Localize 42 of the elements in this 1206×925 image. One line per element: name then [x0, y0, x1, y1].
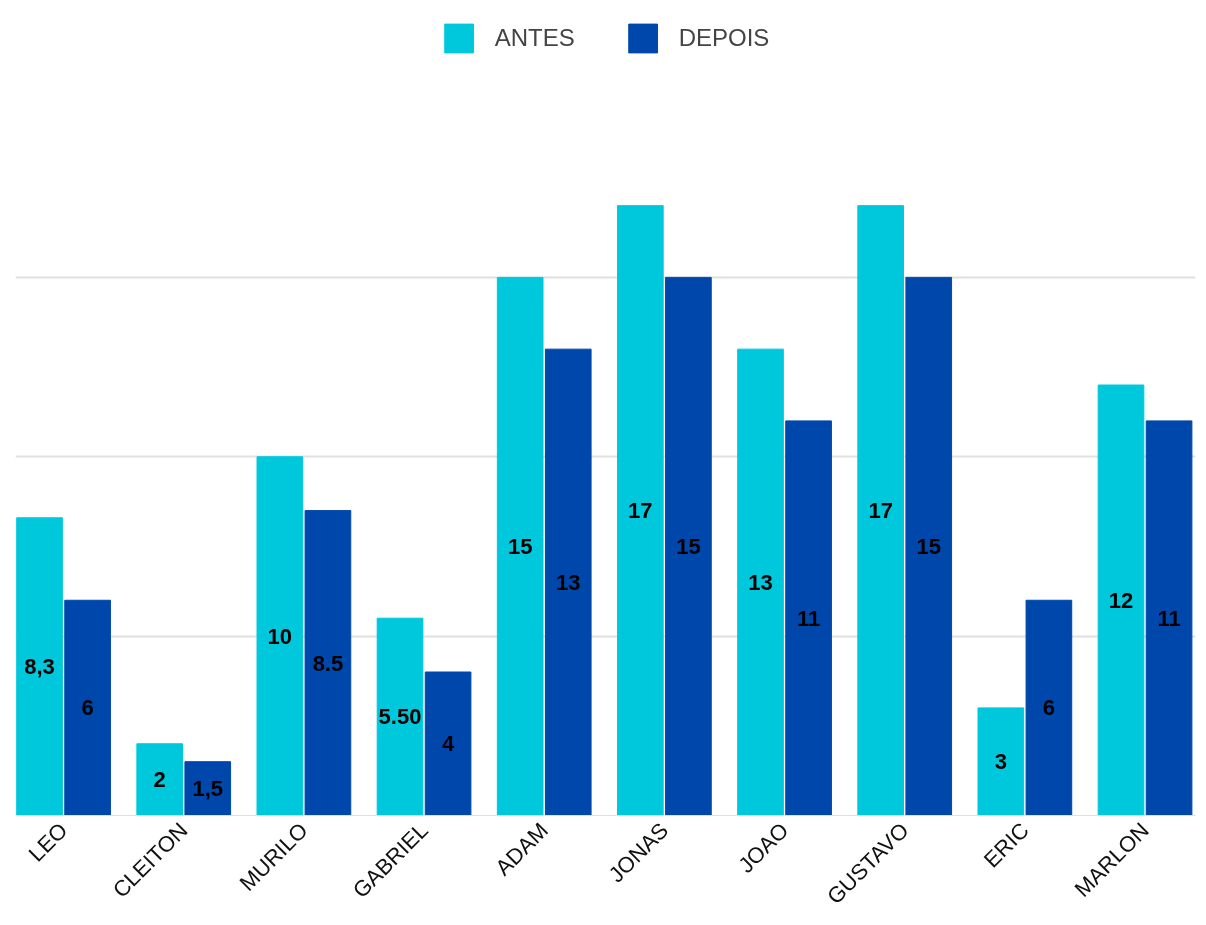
bar — [665, 276, 712, 816]
data-label: 6 — [1042, 695, 1056, 721]
bar — [1025, 599, 1073, 816]
data-label: 12 — [1108, 587, 1134, 613]
bar — [64, 599, 111, 816]
legend-label: DEPOIS — [678, 24, 770, 52]
bar — [256, 456, 304, 816]
data-label: 15 — [507, 533, 533, 559]
bar — [496, 276, 544, 816]
bar — [136, 743, 184, 816]
bar — [304, 510, 352, 816]
data-label: 6 — [81, 695, 94, 721]
data-label: 8.5 — [312, 650, 344, 676]
data-label: 8,3 — [24, 654, 55, 680]
data-label: 13 — [556, 569, 581, 595]
data-label: 15 — [676, 533, 701, 559]
bar — [16, 517, 63, 816]
bar — [184, 761, 232, 816]
bar — [785, 420, 832, 816]
bar — [737, 348, 784, 816]
bar — [424, 671, 472, 816]
data-label: 10 — [267, 623, 293, 649]
bar — [376, 617, 424, 816]
bar — [1097, 384, 1145, 816]
data-label: 17 — [868, 498, 893, 524]
bar — [544, 348, 592, 816]
data-label: 1,5 — [192, 776, 224, 802]
bar — [977, 707, 1025, 816]
bar — [857, 205, 904, 816]
bar — [1145, 420, 1193, 816]
legend-label: ANTES — [494, 24, 575, 52]
data-label: 4 — [441, 731, 455, 757]
data-label: 11 — [1157, 605, 1181, 631]
data-label: 15 — [916, 533, 941, 559]
data-label: 2 — [153, 767, 166, 793]
data-label: 11 — [796, 605, 821, 631]
data-label: 17 — [628, 498, 653, 524]
data-label: 5.50 — [378, 704, 422, 730]
bar — [617, 205, 664, 816]
data-label: 13 — [748, 569, 773, 595]
data-label: 3 — [994, 749, 1007, 775]
bar — [905, 276, 953, 816]
